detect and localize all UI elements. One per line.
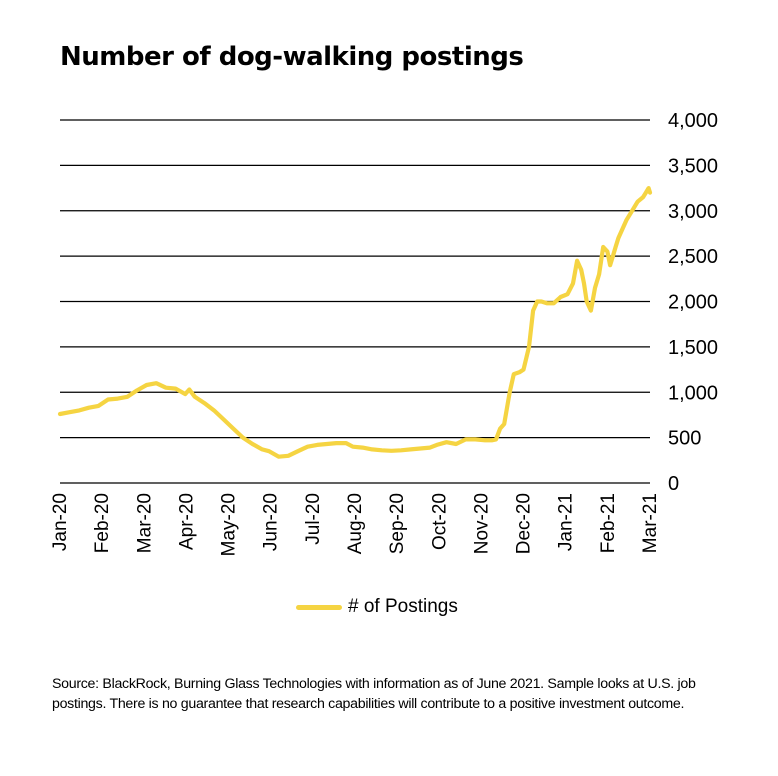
x-tick-label: May-20 xyxy=(219,493,240,556)
x-tick-label: Aug-20 xyxy=(345,493,366,554)
x-tick-label: Jul-20 xyxy=(303,493,324,545)
y-tick-label: 1,500 xyxy=(668,337,718,359)
y-tick-label: 1,000 xyxy=(668,382,718,404)
y-tick-label: 0 xyxy=(668,473,679,495)
x-tick-label: Mar-20 xyxy=(134,493,155,553)
x-tick-label: Dec-20 xyxy=(514,493,535,554)
legend-label: # of Postings xyxy=(348,596,458,617)
line-chart: 05001,0001,5002,0002,5003,0003,5004,000 … xyxy=(50,110,718,556)
y-tick-label: 3,500 xyxy=(668,155,718,177)
x-tick-label: Jun-20 xyxy=(261,493,282,551)
x-tick-label: Jan-21 xyxy=(556,493,577,551)
y-tick-label: 3,000 xyxy=(668,201,718,223)
y-axis-tick-labels: 0 500 1,000 1,500 2,000 2,500 3,000 3,500 4,000 xyxy=(668,110,718,495)
legend-swatch xyxy=(296,604,342,610)
source-note: Source: BlackRock, Burning Glass Technol… xyxy=(52,676,696,712)
x-tick-label: Feb-20 xyxy=(92,493,113,553)
x-tick-label: Nov-20 xyxy=(471,493,492,554)
y-tick-label: 2,000 xyxy=(668,292,718,314)
x-tick-label: Feb-21 xyxy=(598,493,619,553)
x-tick-label: Mar-21 xyxy=(640,493,661,553)
series-postings-line xyxy=(57,186,653,459)
x-axis-tick-labels: Jan-20 Feb-20 Mar-20 Apr-20 May-20 Jun-20 Jul-… xyxy=(50,493,661,556)
y-tick-label: 500 xyxy=(668,428,701,450)
legend: # of Postings xyxy=(296,596,458,618)
gridlines xyxy=(60,119,650,484)
chart-title: Number of dog-walking postings xyxy=(60,42,524,72)
x-tick-label: Jan-20 xyxy=(50,493,71,551)
y-tick-label: 2,500 xyxy=(668,246,718,268)
x-tick-label: Sep-20 xyxy=(387,493,408,554)
series-layer xyxy=(57,186,653,459)
x-tick-label: Oct-20 xyxy=(429,493,450,550)
x-tick-label: Apr-20 xyxy=(176,493,197,550)
y-tick-label: 4,000 xyxy=(668,110,718,132)
